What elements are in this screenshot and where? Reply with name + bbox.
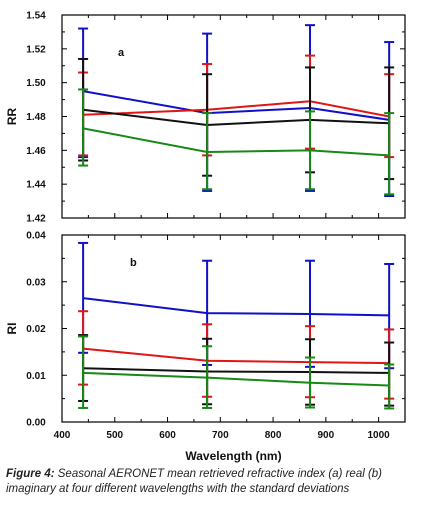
plot-frame [61, 234, 406, 423]
panel-tag: b [130, 257, 137, 269]
y-tick-label: 1.50 [26, 78, 46, 89]
series-1010c8 [78, 24, 395, 198]
y-tick-label: 1.48 [26, 112, 46, 123]
x-tick-label: 400 [54, 430, 71, 441]
panel-tag: a [118, 47, 125, 59]
y-tick-label: 0.01 [26, 371, 46, 382]
x-tick-label: 800 [265, 430, 282, 441]
series-158a15 [78, 88, 395, 196]
series-line [83, 347, 390, 365]
series-line [82, 90, 390, 121]
series-111111 [78, 334, 395, 407]
series-158a15 [78, 335, 395, 410]
series-line [82, 108, 390, 126]
y-tick-label: 1.46 [26, 146, 46, 157]
x-tick-label: 700 [212, 430, 229, 441]
y-tick-label: 0.03 [26, 277, 46, 288]
series-e01515 [78, 54, 395, 159]
series-1010c8 [78, 241, 395, 370]
series-e01515 [78, 310, 395, 400]
x-tick-label: 500 [106, 430, 123, 441]
x-tick-label: 1000 [367, 430, 390, 441]
y-tick-label: 1.44 [26, 180, 46, 191]
x-tick-label: 900 [318, 430, 335, 441]
figure-caption: Figure 4: Seasonal AERONET mean retrieve… [6, 467, 420, 497]
caption-text: Seasonal AERONET mean retrieved refracti… [6, 468, 383, 495]
y-tick-label: 0.04 [26, 231, 46, 242]
x-tick-label: 600 [159, 430, 176, 441]
y-tick-label: 1.52 [26, 44, 46, 55]
panel-b-imaginary-refractive-index: 0.00 0.01 0.02 0.03 0.04 400 500 600 700 800 900 10… [5, 231, 406, 463]
series-line [83, 100, 390, 118]
caption-prefix: Figure 4: [6, 468, 55, 480]
x-axis-label: Wavelength (nm) [185, 449, 281, 463]
figure-canvas: 1.42 1.44 1.46 1.48 1.50 1.52 1.54 RR a 0.00 0.01… [5, 11, 406, 463]
y-tick-label: 1.54 [26, 11, 46, 22]
y-axis-label: RR [5, 108, 19, 126]
plot-frame [61, 14, 406, 219]
y-tick-label: 0.02 [26, 324, 46, 335]
series-111111 [78, 57, 395, 181]
y-tick-label: 0.00 [26, 418, 46, 429]
series-line [83, 371, 390, 387]
panel-a-real-refractive-index: 1.42 1.44 1.46 1.48 1.50 1.52 1.54 RR a [5, 11, 406, 225]
y-tick-label: 1.42 [26, 214, 46, 225]
series-line [83, 367, 390, 374]
series-line [82, 297, 390, 317]
y-axis-label: RI [5, 323, 19, 335]
series-line [82, 127, 390, 157]
